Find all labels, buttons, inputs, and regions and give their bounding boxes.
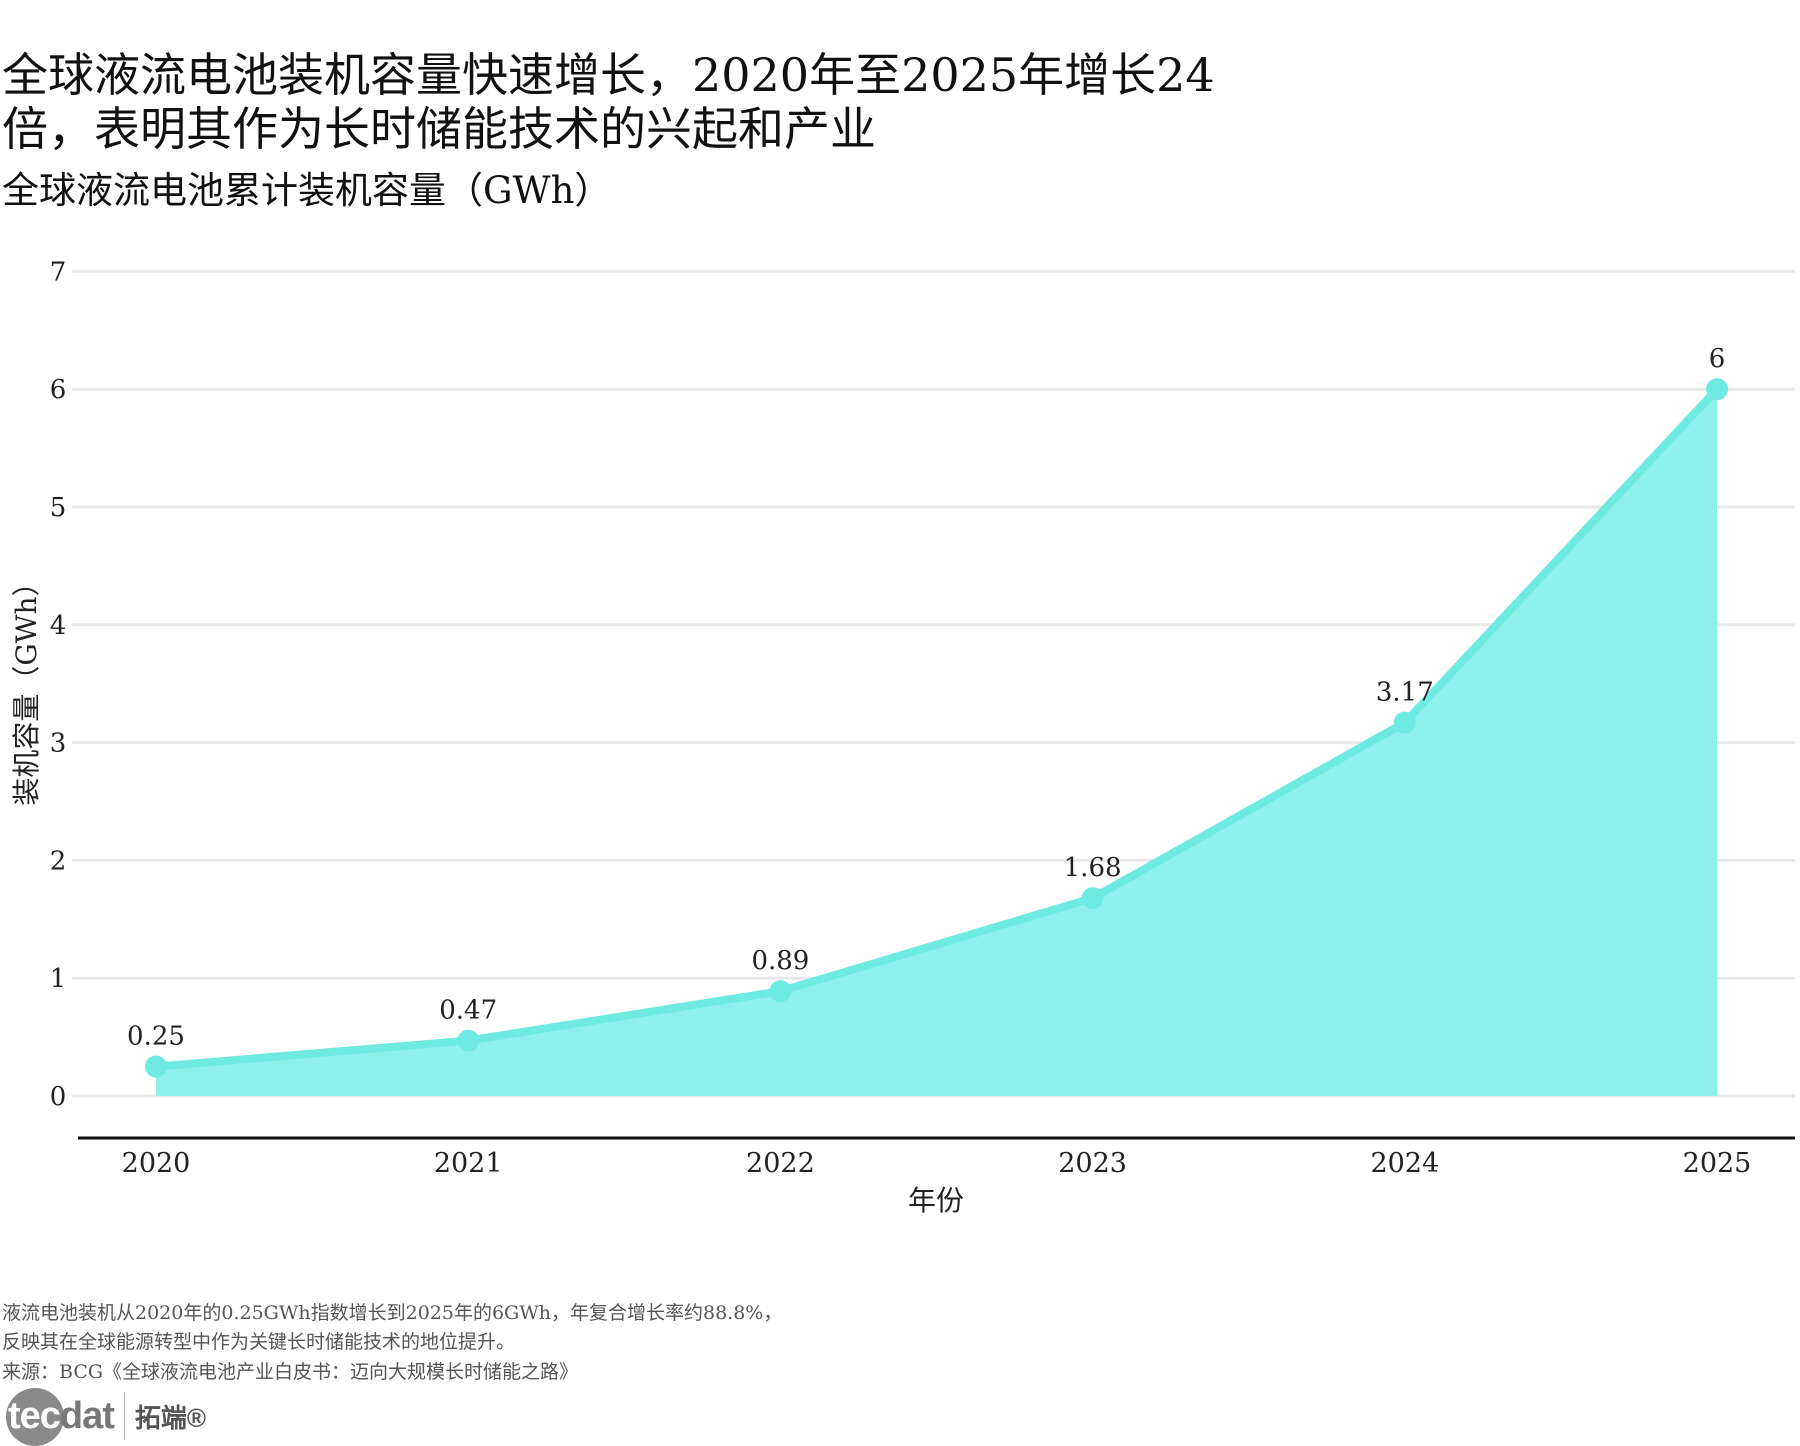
x-tick-label: 2023	[1058, 1148, 1127, 1179]
x-tick-label: 2021	[434, 1148, 503, 1179]
data-point	[457, 1029, 480, 1052]
y-tick-label: 3	[50, 729, 67, 759]
area-fill	[156, 389, 1717, 1096]
footnote-line-2: 反映其在全球能源转型中作为关键长时储能技术的地位提升。	[2, 1331, 516, 1353]
logo-text: tecdat	[6, 1394, 115, 1438]
footnote-line-1: 液流电池装机从2020年的0.25GWh指数增长到2025年的6GWh，年复合增…	[2, 1302, 783, 1324]
y-tick-label: 7	[50, 257, 67, 287]
data-label: 0.89	[751, 946, 809, 976]
data-point	[769, 980, 792, 1003]
data-point	[1706, 378, 1728, 401]
data-point	[145, 1055, 167, 1078]
chart-title-line-1: 全球液流电池装机容量快速增长，2020年至2025年增长24	[2, 48, 1215, 102]
data-label: 3.17	[1376, 678, 1434, 708]
y-tick-label: 0	[50, 1082, 67, 1112]
logo-circle	[6, 1388, 64, 1446]
tecdat-logo: tecdat 拓端®	[6, 1388, 207, 1446]
y-tick-label: 2	[50, 846, 67, 876]
y-tick-label: 1	[50, 964, 67, 994]
logo-divider	[123, 1392, 125, 1440]
x-tick-label: 2024	[1370, 1148, 1439, 1179]
data-point	[1081, 887, 1104, 910]
chart-title-line-2: 倍，表明其作为长时储能技术的兴起和产业	[2, 102, 876, 156]
source-note: 来源：BCG《全球液流电池产业白皮书：迈向大规模长时储能之路》	[2, 1361, 579, 1383]
logo-text-cn: 拓端®	[134, 1402, 207, 1433]
x-tick-label: 2025	[1683, 1148, 1752, 1179]
logo-text-b: dat	[59, 1394, 115, 1437]
data-label: 0.25	[127, 1022, 185, 1052]
series-line	[155, 386, 1720, 1071]
data-label: 1.68	[1064, 853, 1122, 883]
data-point	[1393, 711, 1416, 734]
y-tick-label: 6	[50, 375, 67, 405]
y-tick-label: 4	[50, 611, 67, 641]
area-chart: 0 1 2 3 4 5 6 7 0.25 0.47 0.89 1.68 3.17 6 2020 2021 202…	[10, 257, 1795, 1217]
chart-subtitle: 全球液流电池累计装机容量（GWh）	[2, 169, 612, 212]
x-tick-label: 2022	[746, 1148, 815, 1179]
y-axis-title: 装机容量（GWh）	[10, 568, 43, 805]
y-tick-label: 5	[50, 493, 67, 523]
data-label: 0.47	[439, 996, 497, 1026]
x-axis-title: 年份	[908, 1184, 964, 1217]
logo-text-a: tec	[8, 1394, 61, 1437]
data-label: 6	[1709, 344, 1726, 374]
x-tick-label: 2020	[122, 1148, 191, 1179]
